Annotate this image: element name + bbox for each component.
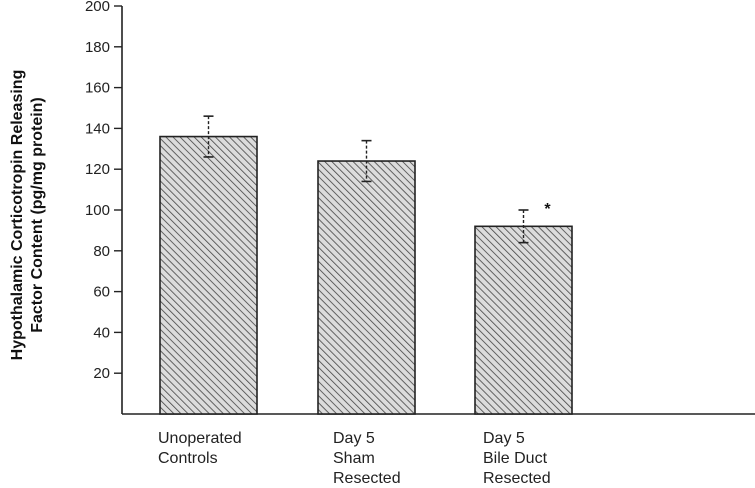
y-tick-label: 40 <box>93 324 110 341</box>
y-tick-label: 100 <box>85 202 110 219</box>
y-tick-label: 120 <box>85 161 110 178</box>
x-tick-label: Unoperated <box>158 430 242 447</box>
bar <box>474 225 573 415</box>
y-tick-label: 80 <box>93 243 110 260</box>
bar <box>317 160 416 415</box>
y-tick-label: 160 <box>85 80 110 97</box>
y-tick-label: 180 <box>85 39 110 56</box>
y-tick-label: 200 <box>85 0 110 15</box>
bars: * <box>159 115 573 415</box>
x-tick-label: Day 5 <box>483 430 525 447</box>
y-ticks: 20 40 60 80 100 120 140 160 180 200 <box>85 0 122 382</box>
y-tick-label: 20 <box>93 365 110 382</box>
y-axis-label-line-1: Hypothalamic Corticotropin Releasing <box>9 70 26 361</box>
x-tick-label: Resected <box>333 470 401 487</box>
y-tick-label: 140 <box>85 120 110 137</box>
x-tick-label: Resected <box>483 470 551 487</box>
x-tick-label: Controls <box>158 450 218 467</box>
y-axis-label-line-2: Factor Content (pg/mg protein) <box>29 97 46 333</box>
bar <box>159 135 258 415</box>
x-tick-label: Sham <box>333 450 375 467</box>
x-tick-label: Day 5 <box>333 430 375 447</box>
significance-marker: * <box>544 201 551 218</box>
x-tick-labels: Unoperated Controls Day 5 Sham Resected Day 5… <box>158 430 551 487</box>
y-tick-label: 60 <box>93 284 110 301</box>
x-tick-label: Bile Duct <box>483 450 548 467</box>
